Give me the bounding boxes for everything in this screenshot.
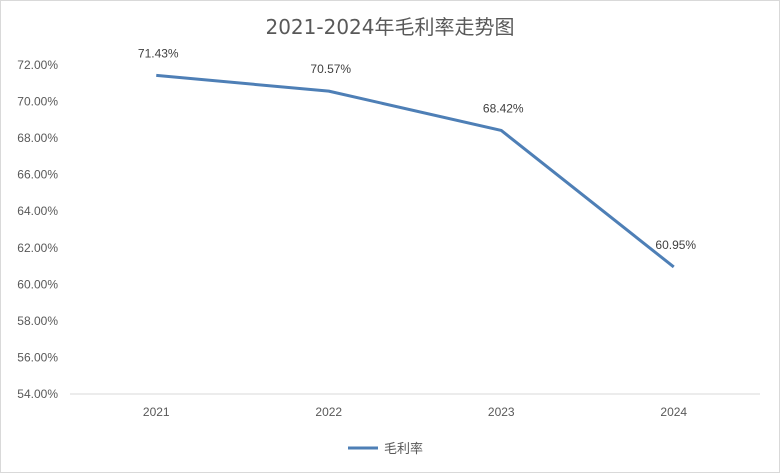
y-tick-label: 56.00%	[17, 350, 58, 364]
chart-title: 2021-2024年毛利率走势图	[265, 15, 514, 39]
legend-label: 毛利率	[384, 441, 423, 457]
y-tick-label: 70.00%	[17, 95, 58, 109]
data-label: 68.42%	[483, 101, 524, 115]
y-tick-label: 64.00%	[17, 204, 58, 218]
x-tick-label: 2021	[143, 405, 170, 419]
x-axis-ticks: 2021 2022 2023 2024	[143, 405, 688, 419]
y-tick-label: 72.00%	[17, 58, 58, 72]
legend: 毛利率	[348, 441, 423, 457]
y-tick-label: 58.00%	[17, 314, 58, 328]
data-label: 70.57%	[310, 62, 351, 76]
data-label: 60.95%	[655, 238, 696, 252]
x-tick-label: 2023	[488, 405, 515, 419]
y-tick-label: 62.00%	[17, 241, 58, 255]
y-tick-label: 66.00%	[17, 168, 58, 182]
y-axis-ticks: 72.00% 70.00% 68.00% 66.00% 64.00% 62.00% 60.0…	[17, 58, 58, 401]
series-line-gross-margin	[156, 73, 675, 269]
data-label: 71.43%	[138, 46, 179, 60]
y-tick-label: 54.00%	[17, 387, 58, 401]
data-labels: 71.43% 70.57% 68.42% 60.95%	[138, 46, 697, 252]
x-tick-label: 2024	[660, 405, 687, 419]
y-tick-label: 60.00%	[17, 277, 58, 291]
y-tick-label: 68.00%	[17, 131, 58, 145]
x-tick-label: 2022	[315, 405, 342, 419]
